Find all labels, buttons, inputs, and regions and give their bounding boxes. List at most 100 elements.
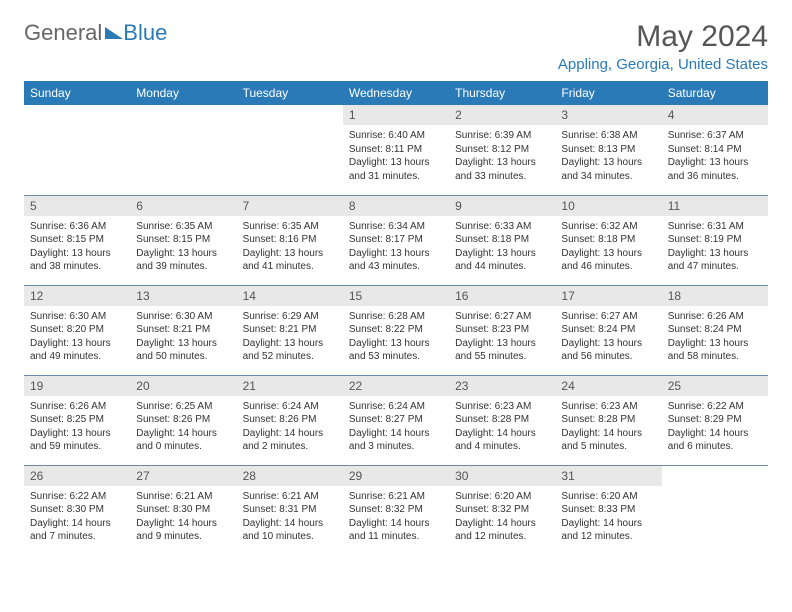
day-body: Sunrise: 6:21 AMSunset: 8:31 PMDaylight:… [237, 486, 343, 548]
month-title: May 2024 [558, 20, 768, 54]
day-number: 7 [237, 196, 343, 216]
day-cell: 28Sunrise: 6:21 AMSunset: 8:31 PMDayligh… [237, 465, 343, 555]
day-cell: 1Sunrise: 6:40 AMSunset: 8:11 PMDaylight… [343, 105, 449, 195]
day-cell: 20Sunrise: 6:25 AMSunset: 8:26 PMDayligh… [130, 375, 236, 465]
location-text: Appling, Georgia, United States [558, 56, 768, 73]
day-cell: 5Sunrise: 6:36 AMSunset: 8:15 PMDaylight… [24, 195, 130, 285]
day-number: 11 [662, 196, 768, 216]
day-number: 21 [237, 376, 343, 396]
day-body: Sunrise: 6:30 AMSunset: 8:20 PMDaylight:… [24, 306, 130, 368]
day-number: 27 [130, 466, 236, 486]
day-cell: 9Sunrise: 6:33 AMSunset: 8:18 PMDaylight… [449, 195, 555, 285]
day-cell: 30Sunrise: 6:20 AMSunset: 8:32 PMDayligh… [449, 465, 555, 555]
day-number: 3 [555, 105, 661, 125]
day-cell: 19Sunrise: 6:26 AMSunset: 8:25 PMDayligh… [24, 375, 130, 465]
day-number: 4 [662, 105, 768, 125]
day-header: Thursday [449, 81, 555, 105]
header: General Blue May 2024 Appling, Georgia, … [24, 20, 768, 73]
day-cell: 26Sunrise: 6:22 AMSunset: 8:30 PMDayligh… [24, 465, 130, 555]
day-cell: 24Sunrise: 6:23 AMSunset: 8:28 PMDayligh… [555, 375, 661, 465]
day-cell: 25Sunrise: 6:22 AMSunset: 8:29 PMDayligh… [662, 375, 768, 465]
day-body: Sunrise: 6:38 AMSunset: 8:13 PMDaylight:… [555, 125, 661, 187]
day-header: Wednesday [343, 81, 449, 105]
day-body: Sunrise: 6:24 AMSunset: 8:26 PMDaylight:… [237, 396, 343, 458]
day-number: 16 [449, 286, 555, 306]
week-row: 19Sunrise: 6:26 AMSunset: 8:25 PMDayligh… [24, 375, 768, 465]
day-number: 28 [237, 466, 343, 486]
day-number: 10 [555, 196, 661, 216]
day-body: Sunrise: 6:29 AMSunset: 8:21 PMDaylight:… [237, 306, 343, 368]
day-cell: 31Sunrise: 6:20 AMSunset: 8:33 PMDayligh… [555, 465, 661, 555]
day-body: Sunrise: 6:22 AMSunset: 8:30 PMDaylight:… [24, 486, 130, 548]
day-cell: 15Sunrise: 6:28 AMSunset: 8:22 PMDayligh… [343, 285, 449, 375]
day-header: Monday [130, 81, 236, 105]
day-body: Sunrise: 6:25 AMSunset: 8:26 PMDaylight:… [130, 396, 236, 458]
day-number: 12 [24, 286, 130, 306]
brand-logo: General Blue [24, 20, 167, 46]
day-number: 1 [343, 105, 449, 125]
day-cell: 22Sunrise: 6:24 AMSunset: 8:27 PMDayligh… [343, 375, 449, 465]
day-body: Sunrise: 6:27 AMSunset: 8:23 PMDaylight:… [449, 306, 555, 368]
day-cell: 6Sunrise: 6:35 AMSunset: 8:15 PMDaylight… [130, 195, 236, 285]
day-number: 19 [24, 376, 130, 396]
day-cell: 13Sunrise: 6:30 AMSunset: 8:21 PMDayligh… [130, 285, 236, 375]
day-body: Sunrise: 6:37 AMSunset: 8:14 PMDaylight:… [662, 125, 768, 187]
day-cell: 8Sunrise: 6:34 AMSunset: 8:17 PMDaylight… [343, 195, 449, 285]
day-number: 15 [343, 286, 449, 306]
day-body: Sunrise: 6:39 AMSunset: 8:12 PMDaylight:… [449, 125, 555, 187]
day-number: 23 [449, 376, 555, 396]
day-cell: 29Sunrise: 6:21 AMSunset: 8:32 PMDayligh… [343, 465, 449, 555]
day-body: Sunrise: 6:27 AMSunset: 8:24 PMDaylight:… [555, 306, 661, 368]
day-cell [24, 105, 130, 195]
day-body: Sunrise: 6:22 AMSunset: 8:29 PMDaylight:… [662, 396, 768, 458]
day-body: Sunrise: 6:23 AMSunset: 8:28 PMDaylight:… [449, 396, 555, 458]
title-block: May 2024 Appling, Georgia, United States [558, 20, 768, 73]
day-body: Sunrise: 6:20 AMSunset: 8:33 PMDaylight:… [555, 486, 661, 548]
brand-part1: General [24, 20, 102, 46]
week-row: 1Sunrise: 6:40 AMSunset: 8:11 PMDaylight… [24, 105, 768, 195]
day-cell: 3Sunrise: 6:38 AMSunset: 8:13 PMDaylight… [555, 105, 661, 195]
day-header-row: SundayMondayTuesdayWednesdayThursdayFrid… [24, 81, 768, 105]
day-cell: 21Sunrise: 6:24 AMSunset: 8:26 PMDayligh… [237, 375, 343, 465]
day-body: Sunrise: 6:30 AMSunset: 8:21 PMDaylight:… [130, 306, 236, 368]
day-number: 17 [555, 286, 661, 306]
day-number: 6 [130, 196, 236, 216]
day-cell: 12Sunrise: 6:30 AMSunset: 8:20 PMDayligh… [24, 285, 130, 375]
day-cell [662, 465, 768, 555]
brand-part2: Blue [123, 20, 167, 46]
day-body: Sunrise: 6:21 AMSunset: 8:32 PMDaylight:… [343, 486, 449, 548]
day-cell: 14Sunrise: 6:29 AMSunset: 8:21 PMDayligh… [237, 285, 343, 375]
day-body: Sunrise: 6:24 AMSunset: 8:27 PMDaylight:… [343, 396, 449, 458]
day-cell: 11Sunrise: 6:31 AMSunset: 8:19 PMDayligh… [662, 195, 768, 285]
day-header: Friday [555, 81, 661, 105]
day-body: Sunrise: 6:33 AMSunset: 8:18 PMDaylight:… [449, 216, 555, 278]
day-body: Sunrise: 6:20 AMSunset: 8:32 PMDaylight:… [449, 486, 555, 548]
day-body: Sunrise: 6:36 AMSunset: 8:15 PMDaylight:… [24, 216, 130, 278]
day-body: Sunrise: 6:34 AMSunset: 8:17 PMDaylight:… [343, 216, 449, 278]
day-number: 22 [343, 376, 449, 396]
day-header: Saturday [662, 81, 768, 105]
day-cell: 2Sunrise: 6:39 AMSunset: 8:12 PMDaylight… [449, 105, 555, 195]
day-cell: 7Sunrise: 6:35 AMSunset: 8:16 PMDaylight… [237, 195, 343, 285]
day-number: 2 [449, 105, 555, 125]
day-number: 26 [24, 466, 130, 486]
day-cell: 23Sunrise: 6:23 AMSunset: 8:28 PMDayligh… [449, 375, 555, 465]
day-number: 8 [343, 196, 449, 216]
day-cell: 4Sunrise: 6:37 AMSunset: 8:14 PMDaylight… [662, 105, 768, 195]
day-body: Sunrise: 6:40 AMSunset: 8:11 PMDaylight:… [343, 125, 449, 187]
day-number: 29 [343, 466, 449, 486]
day-body: Sunrise: 6:26 AMSunset: 8:24 PMDaylight:… [662, 306, 768, 368]
day-body: Sunrise: 6:21 AMSunset: 8:30 PMDaylight:… [130, 486, 236, 548]
day-header: Sunday [24, 81, 130, 105]
week-row: 5Sunrise: 6:36 AMSunset: 8:15 PMDaylight… [24, 195, 768, 285]
day-cell: 17Sunrise: 6:27 AMSunset: 8:24 PMDayligh… [555, 285, 661, 375]
brand-triangle-icon [105, 27, 123, 39]
day-number: 24 [555, 376, 661, 396]
day-number: 31 [555, 466, 661, 486]
week-row: 12Sunrise: 6:30 AMSunset: 8:20 PMDayligh… [24, 285, 768, 375]
day-cell: 18Sunrise: 6:26 AMSunset: 8:24 PMDayligh… [662, 285, 768, 375]
day-number: 13 [130, 286, 236, 306]
day-body: Sunrise: 6:35 AMSunset: 8:15 PMDaylight:… [130, 216, 236, 278]
day-body: Sunrise: 6:35 AMSunset: 8:16 PMDaylight:… [237, 216, 343, 278]
day-cell [130, 105, 236, 195]
